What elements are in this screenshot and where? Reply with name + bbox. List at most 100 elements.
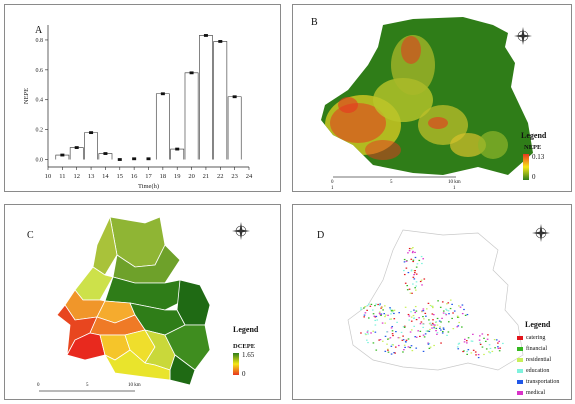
poi-point (367, 330, 369, 332)
legend-subtitle: DCEPE (233, 343, 256, 350)
poi-point (415, 273, 418, 275)
poi-point (428, 347, 431, 349)
poi-point (402, 351, 404, 353)
bar (199, 35, 213, 160)
poi-point (489, 352, 492, 354)
poi-point (393, 312, 395, 315)
poi-point (432, 324, 435, 326)
poi-point (404, 306, 407, 308)
poi-point (387, 351, 390, 353)
poi-point (483, 337, 485, 339)
poi-point (415, 336, 418, 338)
poi-point (390, 310, 393, 312)
poi-point (459, 306, 462, 308)
scale-label: 5 (390, 180, 393, 185)
poi-point (403, 326, 406, 329)
poi-point (419, 330, 422, 332)
poi-point (422, 323, 425, 325)
poi-point (433, 327, 435, 329)
poi-point (401, 339, 404, 341)
poi-point (414, 272, 416, 274)
poi-point (467, 337, 470, 339)
poi-point (403, 261, 406, 263)
poi-point (440, 321, 442, 323)
poi-point (389, 308, 392, 310)
bar (227, 96, 242, 160)
poi-point (433, 325, 436, 328)
poi-point (410, 345, 413, 347)
x-tick-label: 13 (88, 173, 95, 180)
poi-point (429, 322, 432, 324)
poi-point (378, 304, 381, 306)
poi-point (407, 313, 410, 316)
poi-point (408, 319, 410, 321)
poi-point (493, 339, 496, 341)
poi-point (368, 303, 370, 305)
poi-point (403, 349, 405, 351)
x-tick-label: 12 (73, 173, 80, 180)
poi-point (369, 305, 372, 307)
poi-point (461, 326, 463, 328)
poi-point (479, 342, 481, 344)
poi-point (405, 260, 408, 262)
poi-point (481, 346, 484, 348)
poi-point (398, 337, 401, 339)
poi-point (436, 332, 439, 334)
poi-point (497, 347, 500, 350)
poi-point (427, 342, 429, 344)
poi-point (364, 312, 367, 314)
poi-point (444, 312, 447, 315)
poi-point (367, 341, 369, 344)
poi-point (416, 263, 419, 265)
poi-point (403, 344, 406, 346)
bar (184, 72, 199, 160)
data-point (89, 131, 94, 135)
poi-point (479, 343, 482, 345)
poi-point (448, 313, 450, 315)
legend-swatch (517, 347, 523, 351)
poi-point (378, 311, 381, 313)
poi-point (410, 269, 413, 271)
poi-point (452, 312, 454, 314)
data-point (146, 157, 151, 161)
poi-point (458, 342, 461, 344)
poi-point (360, 307, 362, 309)
poi-point (420, 321, 423, 323)
y-tick-label: 0.8 (36, 38, 44, 44)
poi-point (409, 292, 412, 294)
x-tick-label: 16 (131, 173, 138, 180)
poi-point (410, 270, 413, 272)
x-axis-label: Time(h) (138, 183, 159, 190)
poi-point (478, 339, 481, 341)
poi-point (384, 350, 387, 352)
poi-point (414, 336, 417, 338)
poi-point (435, 327, 438, 330)
poi-point (407, 252, 409, 254)
poi-point (471, 340, 474, 342)
poi-point (411, 292, 413, 294)
poi-point (398, 312, 400, 314)
poi-point (502, 342, 504, 345)
legend-swatch (517, 369, 523, 373)
panel-b: B 0 5 10 km 1 1 Lege (292, 4, 572, 192)
legend-label: financial (526, 346, 547, 352)
poi-point (392, 310, 395, 312)
poi-point (396, 321, 398, 323)
panel-label-c: C (27, 230, 34, 241)
poi-point (422, 334, 425, 336)
poi-point (403, 258, 406, 261)
dcepe-map (39, 215, 211, 392)
poi-point (371, 309, 374, 311)
poi-point (489, 347, 492, 350)
poi-point (390, 313, 392, 315)
poi-point (422, 310, 425, 312)
poi-point (393, 318, 396, 320)
data-point (74, 146, 79, 149)
poi-point (470, 352, 473, 354)
poi-point (372, 342, 375, 344)
poi-point (431, 305, 434, 307)
poi-point (495, 339, 498, 341)
poi-point (453, 310, 456, 312)
poi-point (372, 313, 375, 315)
poi-point (391, 330, 394, 332)
